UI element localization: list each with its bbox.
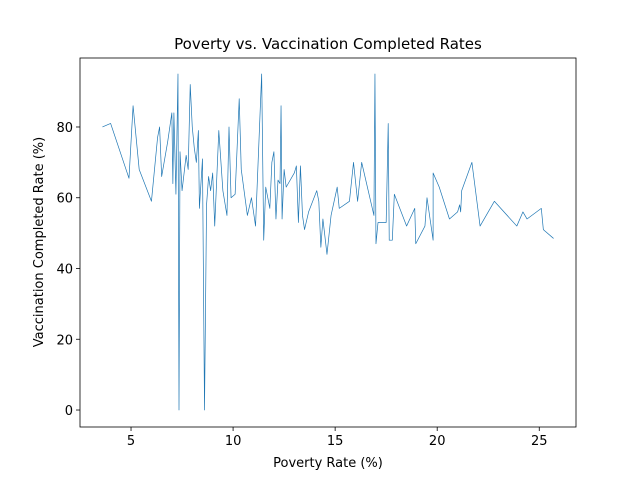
x-tick-label: 20: [429, 434, 446, 449]
x-tick-label: 25: [531, 434, 548, 449]
plot-frame: [79, 57, 577, 428]
data-line: [102, 73, 554, 411]
x-tick-label: 5: [127, 434, 135, 449]
x-axis-label: Poverty Rate (%): [273, 456, 383, 471]
y-tick-label: 20: [56, 333, 73, 348]
y-tick-label: 0: [65, 404, 73, 419]
chart-title: Poverty vs. Vaccination Completed Rates: [174, 35, 482, 53]
y-tick-label: 40: [56, 263, 73, 278]
y-axis-label: Vaccination Completed Rate (%): [32, 137, 47, 347]
y-tick-label: 60: [56, 192, 73, 207]
x-tick-label: 15: [327, 434, 344, 449]
y-tick-label: 80: [56, 121, 73, 136]
x-tick-label: 10: [225, 434, 242, 449]
